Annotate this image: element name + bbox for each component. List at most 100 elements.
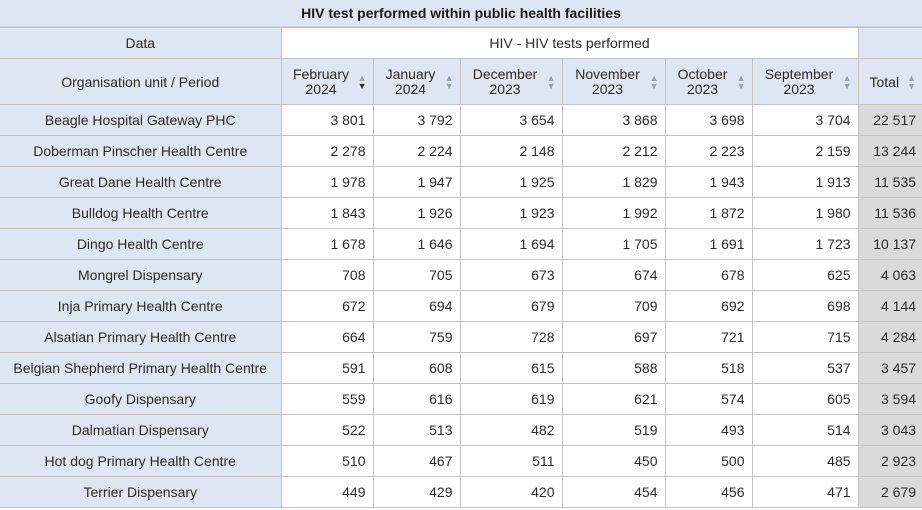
sort-icon[interactable]: ▲ ▼ bbox=[736, 72, 746, 90]
value-cell: 1 943 bbox=[664, 166, 753, 198]
sort-icon[interactable]: ▲ ▼ bbox=[357, 72, 367, 91]
table-row: Great Dane Health Centre 1 978 1 947 1 925 1… bbox=[0, 166, 922, 198]
value-cell: 708 bbox=[280, 259, 374, 291]
sort-down-icon: ▼ bbox=[649, 80, 659, 91]
value-cell: 619 bbox=[459, 383, 563, 415]
value-cell: 621 bbox=[561, 383, 666, 415]
table-row: Hot dog Primary Health Centre 510 467 511 45… bbox=[0, 445, 922, 477]
table-row: Doberman Pinscher Health Centre 2 278 2 22… bbox=[0, 135, 922, 167]
period-header[interactable]: November 2023 ▲ ▼ bbox=[561, 58, 666, 105]
total-cell: 11 535 bbox=[857, 166, 922, 198]
sort-up-icon: ▲ bbox=[736, 72, 746, 83]
org-unit-cell: Goofy Dispensary bbox=[0, 383, 282, 415]
table-row: Alsatian Primary Health Centre 664 759 728 6… bbox=[0, 321, 922, 353]
value-cell: 449 bbox=[280, 476, 374, 508]
sort-icon[interactable]: ▲ ▼ bbox=[445, 73, 454, 90]
value-cell: 3 704 bbox=[751, 104, 859, 136]
value-cell: 674 bbox=[561, 259, 666, 291]
table-row: Bulldog Health Centre 1 843 1 926 1 923 1 99… bbox=[0, 197, 922, 229]
total-label: Total bbox=[869, 73, 900, 90]
value-cell: 1 723 bbox=[751, 228, 859, 260]
total-cell: 4 284 bbox=[857, 321, 922, 353]
period-header[interactable]: February 2024 ▲ ▼ bbox=[280, 58, 374, 105]
sort-icon[interactable]: ▲ ▼ bbox=[907, 73, 917, 91]
value-cell: 485 bbox=[751, 445, 859, 477]
value-cell: 625 bbox=[751, 259, 859, 291]
value-cell: 694 bbox=[372, 290, 461, 322]
total-cell: 3 457 bbox=[857, 352, 922, 384]
table-row: Dingo Health Centre 1 678 1 646 1 694 1 705 1… bbox=[0, 228, 922, 260]
sort-icon[interactable]: ▲ ▼ bbox=[649, 72, 659, 91]
row-dimension-header: Organisation unit / Period bbox=[0, 58, 282, 105]
value-cell: 510 bbox=[280, 445, 374, 477]
value-cell: 537 bbox=[751, 352, 859, 384]
org-unit-cell: Dalmatian Dispensary bbox=[0, 414, 282, 446]
value-cell: 2 212 bbox=[561, 135, 666, 167]
total-cell: 4 144 bbox=[857, 290, 922, 322]
value-cell: 1 843 bbox=[280, 197, 374, 229]
table-row: Goofy Dispensary 559 616 619 621 574 605 3 594 bbox=[0, 383, 922, 415]
org-unit-cell: Terrier Dispensary bbox=[0, 476, 282, 508]
value-cell: 3 792 bbox=[372, 104, 461, 136]
period-label: January 2024 bbox=[385, 65, 436, 97]
period-header[interactable]: September 2023 ▲ ▼ bbox=[751, 58, 859, 105]
value-cell: 1 913 bbox=[751, 166, 859, 198]
sort-up-icon: ▲ bbox=[546, 72, 556, 83]
period-label: September 2023 bbox=[764, 65, 834, 97]
value-cell: 493 bbox=[664, 414, 753, 446]
value-cell: 1 992 bbox=[561, 197, 666, 229]
sort-icon[interactable]: ▲ ▼ bbox=[842, 73, 852, 91]
period-header[interactable]: December 2023 ▲ ▼ bbox=[459, 58, 563, 105]
org-unit-cell: Dingo Health Centre bbox=[0, 228, 282, 260]
value-cell: 429 bbox=[372, 476, 461, 508]
total-cell: 3 043 bbox=[857, 414, 922, 446]
value-cell: 519 bbox=[561, 414, 666, 446]
value-cell: 2 159 bbox=[751, 135, 859, 167]
value-cell: 709 bbox=[561, 290, 666, 322]
period-header[interactable]: October 2023 ▲ ▼ bbox=[664, 58, 753, 105]
value-cell: 513 bbox=[372, 414, 461, 446]
value-cell: 608 bbox=[372, 352, 461, 384]
value-cell: 2 224 bbox=[372, 135, 461, 167]
value-cell: 1 829 bbox=[561, 166, 666, 198]
sort-down-icon: ▼ bbox=[842, 80, 852, 91]
total-header[interactable]: Total ▲ ▼ bbox=[857, 58, 922, 105]
org-unit-cell: Mongrel Dispensary bbox=[0, 259, 282, 291]
table-row: Beagle Hospital Gateway PHC 3 801 3 792 3 6… bbox=[0, 104, 922, 136]
data-dimension-header: Data bbox=[0, 27, 282, 59]
value-cell: 705 bbox=[372, 259, 461, 291]
value-cell: 588 bbox=[561, 352, 666, 384]
value-cell: 1 646 bbox=[372, 228, 461, 260]
value-cell: 2 278 bbox=[280, 135, 374, 167]
value-cell: 3 868 bbox=[561, 104, 666, 136]
total-cell: 11 536 bbox=[857, 197, 922, 229]
table-row: Mongrel Dispensary 708 705 673 674 678 625 4 06… bbox=[0, 259, 922, 291]
org-unit-cell: Beagle Hospital Gateway PHC bbox=[0, 104, 282, 136]
period-header[interactable]: January 2024 ▲ ▼ bbox=[372, 58, 461, 105]
value-cell: 2 148 bbox=[459, 135, 563, 167]
org-unit-cell: Belgian Shepherd Primary Health Centre bbox=[0, 352, 282, 384]
value-cell: 1 947 bbox=[372, 166, 461, 198]
sort-up-icon: ▲ bbox=[357, 72, 367, 83]
total-cell: 13 244 bbox=[857, 135, 922, 167]
sort-down-icon: ▼ bbox=[357, 80, 367, 91]
sort-icon[interactable]: ▲ ▼ bbox=[546, 72, 556, 91]
table-row: Belgian Shepherd Primary Health Centre 59… bbox=[0, 352, 922, 384]
value-cell: 1 691 bbox=[664, 228, 753, 260]
sort-up-icon: ▲ bbox=[649, 72, 659, 83]
sort-down-icon: ▼ bbox=[907, 80, 917, 91]
value-cell: 698 bbox=[751, 290, 859, 322]
org-unit-cell: Hot dog Primary Health Centre bbox=[0, 445, 282, 477]
data-element-header: HIV - HIV tests performed bbox=[280, 27, 859, 59]
sort-down-icon: ▼ bbox=[546, 80, 556, 91]
value-cell: 692 bbox=[664, 290, 753, 322]
table-row: Dalmatian Dispensary 522 513 482 519 493 514 3 … bbox=[0, 414, 922, 446]
value-cell: 2 223 bbox=[664, 135, 753, 167]
value-cell: 3 654 bbox=[459, 104, 563, 136]
value-cell: 715 bbox=[751, 321, 859, 353]
value-cell: 456 bbox=[664, 476, 753, 508]
period-label: December 2023 bbox=[472, 65, 538, 97]
total-cell: 10 137 bbox=[857, 228, 922, 260]
value-cell: 511 bbox=[459, 445, 563, 477]
value-cell: 482 bbox=[459, 414, 563, 446]
